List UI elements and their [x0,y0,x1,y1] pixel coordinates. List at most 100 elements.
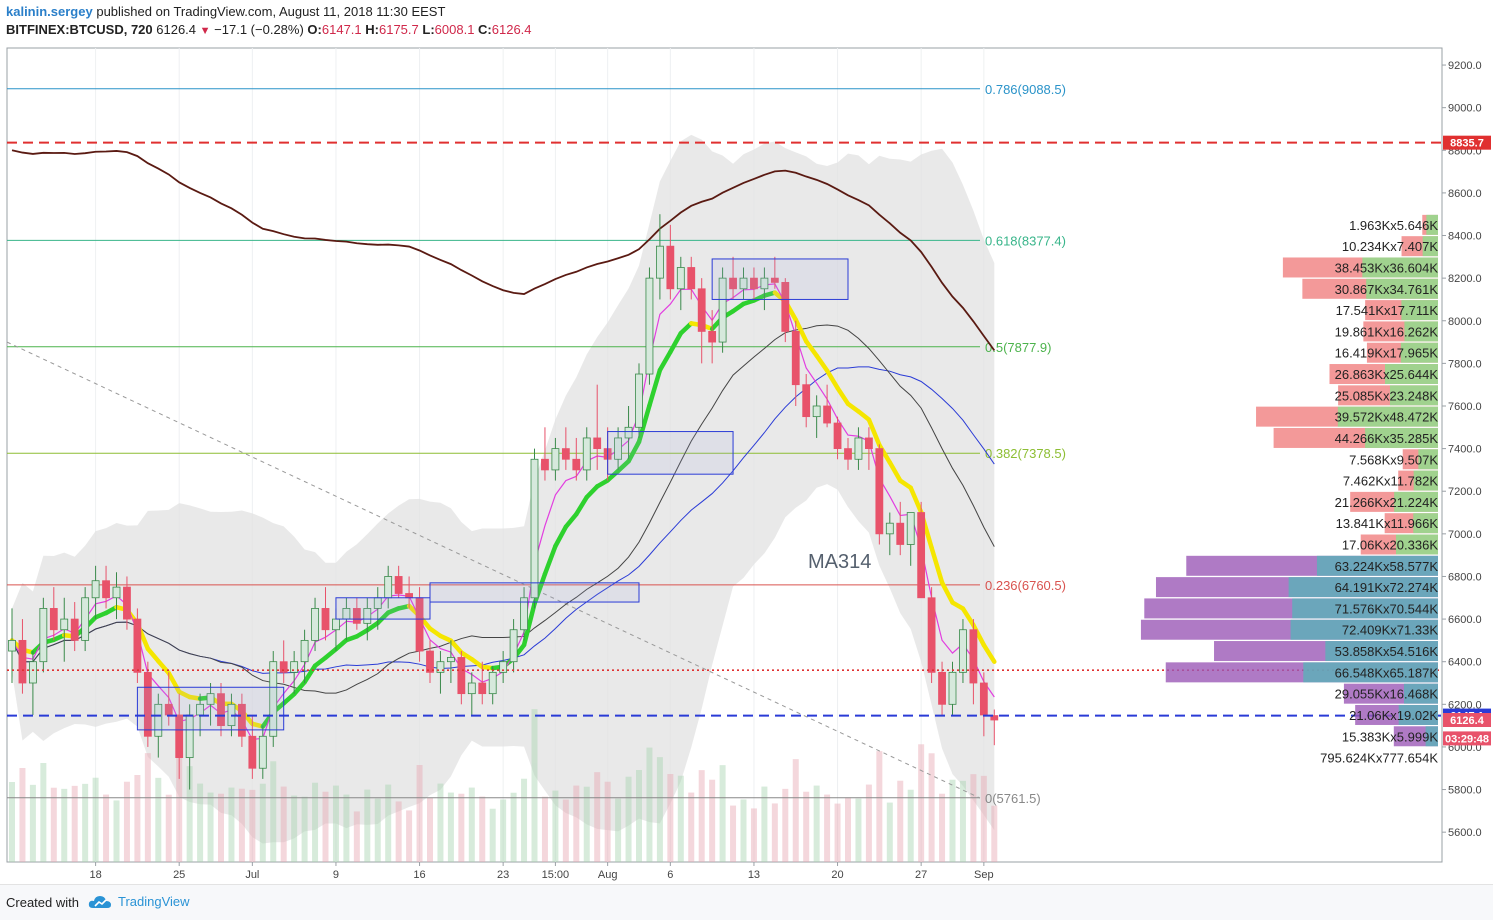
price-chart[interactable]: 0.786(9088.5)0.618(8377.4)0.5(7877.9)0.3… [0,0,1493,884]
candle-body [646,278,653,374]
candle-body [479,683,486,694]
candle-body [50,608,57,629]
volume-bar [343,795,349,862]
profile-label: 66.548Kx65.187K [1335,665,1439,680]
price-badge[interactable]: 6126.4 [1443,713,1491,727]
x-tick-label: Sep [974,869,994,881]
candle[interactable] [646,267,653,384]
candle[interactable] [928,587,935,683]
volume-bar [782,789,788,862]
range-box[interactable] [608,432,733,475]
volume-bar [40,763,46,862]
candle-body [322,608,329,629]
volume-bar [208,793,214,862]
volume-bar [239,789,245,862]
badge-label: 6126.4 [1450,715,1485,727]
candle-body [71,619,78,640]
y-tick-label: 7000.0 [1448,529,1482,541]
ohlc-values: O:6147.1 H:6175.7 L:6008.1 C:6126.4 [307,22,531,37]
candle-body [406,594,413,598]
volume-bar [500,799,506,862]
candle-body [970,630,977,683]
down-arrow-icon: ▼ [200,25,211,37]
author-name[interactable]: kalinin.sergey [6,4,93,19]
candle[interactable] [636,363,643,438]
candle-body [9,640,16,651]
volume-bar [646,748,652,862]
volume-bar [354,811,360,862]
candle-body [907,513,914,545]
volume-bar [9,782,15,862]
candle-body [594,438,601,449]
volume-bar [490,809,496,862]
volume-bar [793,759,799,862]
candle-body [698,289,705,332]
volume-bar [385,785,391,862]
candle-body [395,576,402,593]
candle-body [92,581,99,598]
volume-bar [61,789,67,862]
volume-bar [814,786,820,862]
candle-body [259,736,266,768]
profile-label: 13.841Kx11.966K [1336,516,1439,531]
volume-bar [30,785,36,862]
price-change: −17.1 (−0.28%) [214,22,304,37]
profile-label: 71.576Kx70.544K [1335,601,1439,616]
volume-bar [866,785,872,862]
cloud-logo-icon [88,895,112,909]
symbol-label[interactable]: BITFINEX:BTCUSD, 720 [6,22,153,37]
y-tick-label: 7600.0 [1448,401,1482,413]
badge-label: 8835.7 [1450,138,1484,150]
volume-bar [218,794,224,862]
candle-body [458,657,465,693]
price-badge[interactable]: 03:29:48 [1443,731,1491,745]
volume-bar [166,795,172,862]
candle[interactable] [40,598,47,673]
publish-info: published on TradingView.com, August 11,… [96,4,445,19]
candle[interactable] [918,502,925,598]
candle-body [834,423,841,449]
profile-label: 19.861Kx16.262K [1335,324,1439,339]
volume-bar [521,779,527,862]
candle-body [897,523,904,544]
volume-bar [312,783,318,862]
volume-bar [448,793,454,862]
volume-bar [563,800,569,862]
profile-label: 7.462Kx11.782K [1343,474,1438,489]
volume-bar [124,782,130,862]
range-box[interactable] [712,259,848,299]
candle[interactable] [876,444,883,544]
y-tick-label: 7200.0 [1448,486,1482,498]
candle-body [959,630,966,673]
volume-bar [887,803,893,862]
volume-bar [270,761,276,862]
price-axis: 5600.05800.06000.06200.06400.06600.06800… [1442,48,1491,862]
candle[interactable] [134,608,141,683]
candle-body [541,459,548,470]
volume-bar [908,790,914,862]
profile-label: 72.409Kx71.33K [1342,623,1438,638]
last-price: 6126.4 [156,22,196,37]
range-box[interactable] [336,598,430,619]
range-box[interactable] [137,687,283,730]
profile-label: 39.572Kx48.472K [1335,410,1439,425]
profile-label: 26.863Kx25.644K [1335,367,1439,382]
range-box[interactable] [430,583,639,602]
candle-body [40,608,47,661]
price-badge[interactable]: 8835.7 [1443,136,1491,150]
candle-body [468,683,475,694]
candle-body [123,587,130,619]
candle-body [562,449,569,460]
volume-bar [720,765,726,862]
candle-body [886,523,893,534]
volume-bar [897,781,903,862]
tradingview-link[interactable]: TradingView [88,894,190,909]
candle-body [656,246,663,278]
x-tick-label: 20 [831,869,843,881]
volume-bar [845,797,851,862]
profile-label: 64.191Kx72.274K [1335,580,1439,595]
volume-bar [657,757,663,862]
volume-bar [291,796,297,862]
candle-body [291,662,298,673]
y-tick-label: 8000.0 [1448,316,1482,328]
